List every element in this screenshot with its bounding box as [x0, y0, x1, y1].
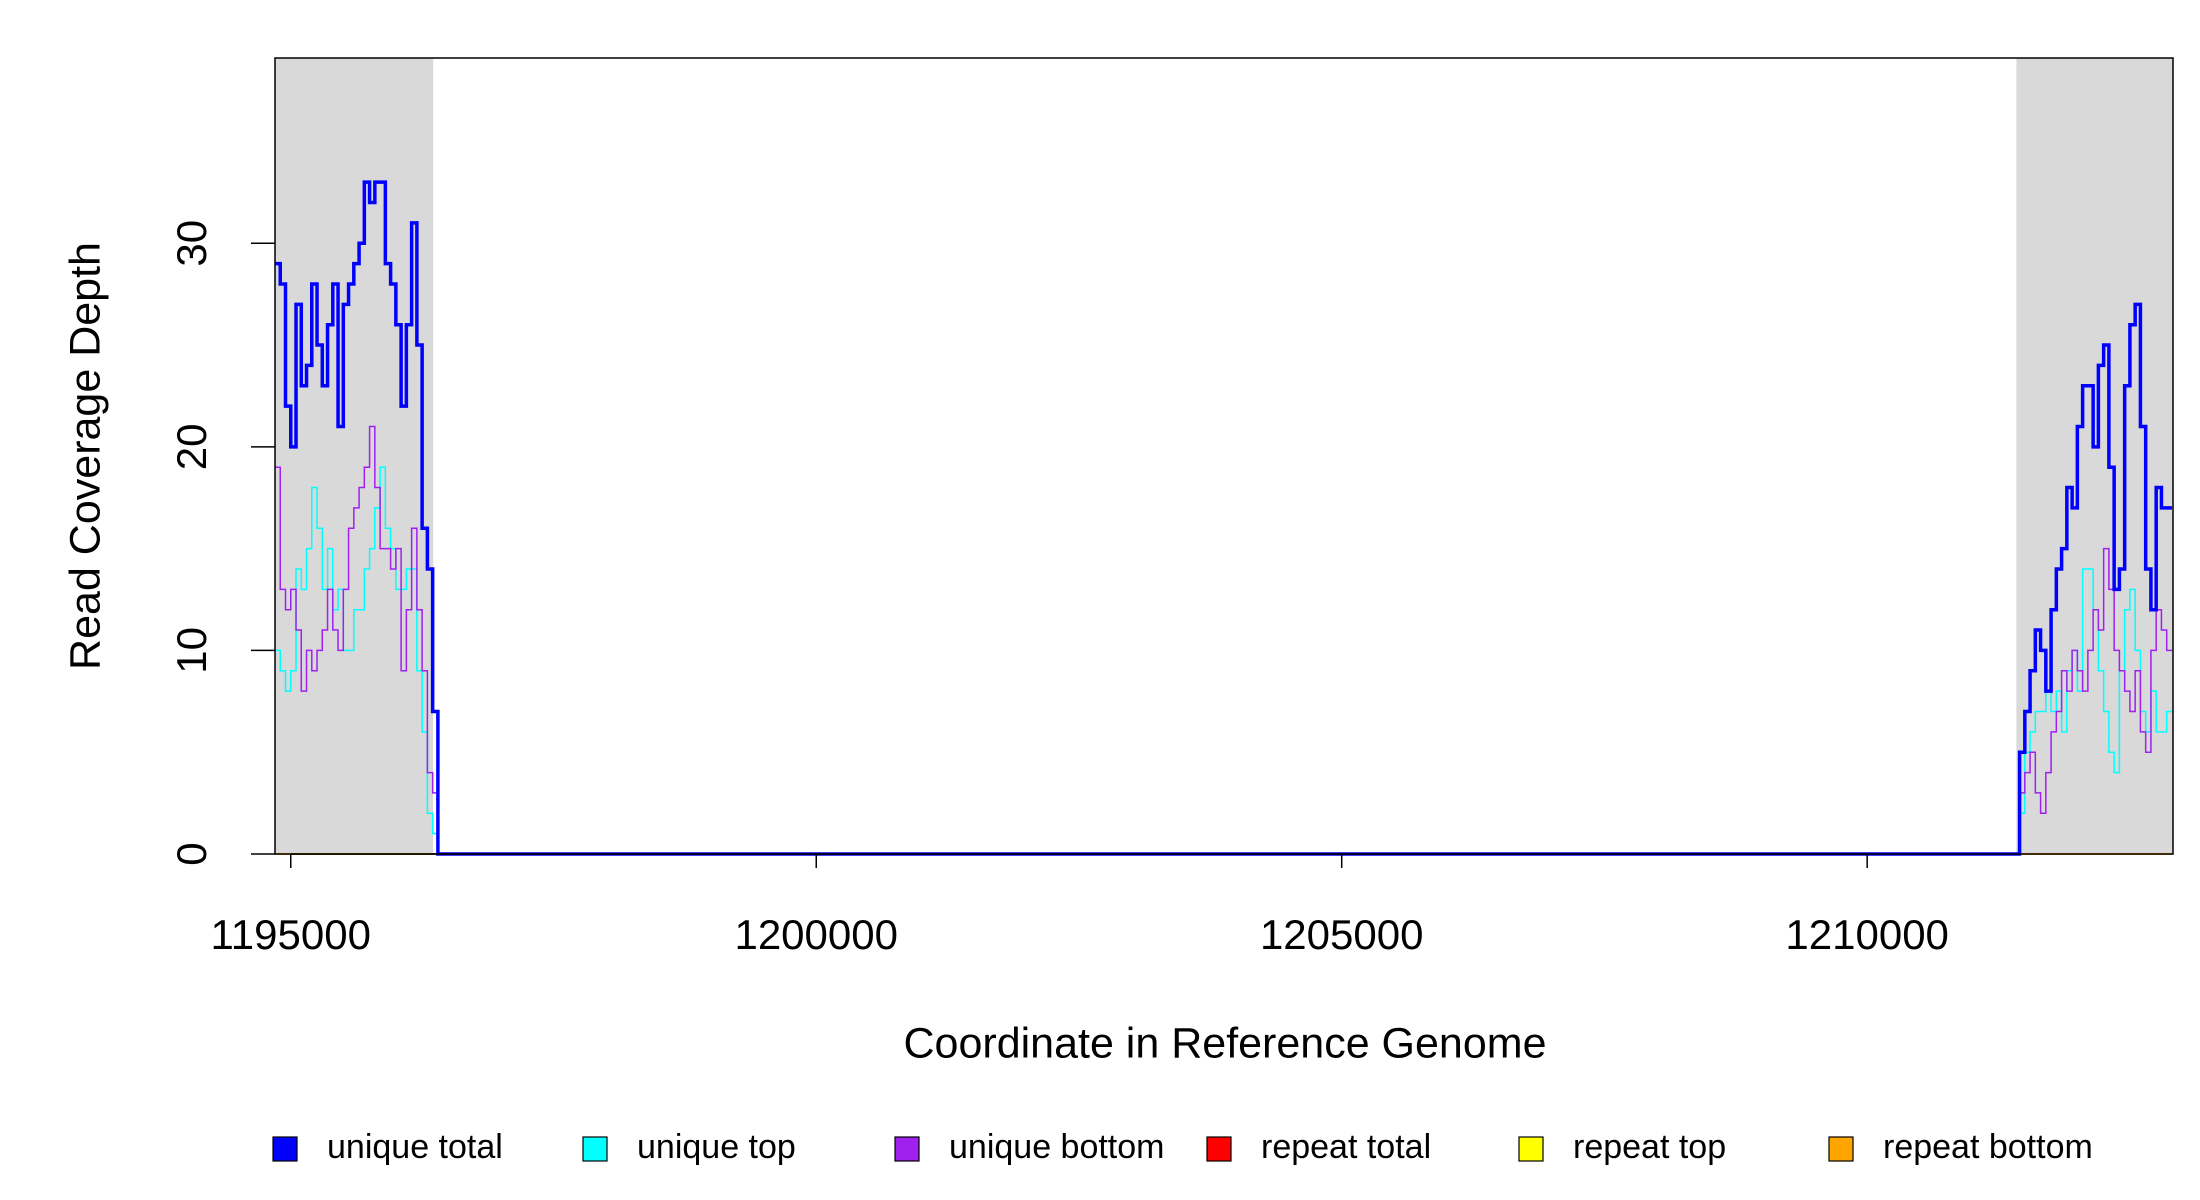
x-tick-label: 1205000 — [1260, 911, 1424, 958]
y-tick-label: 20 — [168, 423, 215, 470]
x-tick-label: 1195000 — [211, 911, 371, 958]
y-tick-label: 0 — [168, 842, 215, 865]
legend-swatch — [1828, 1136, 1854, 1162]
legend-label: repeat bottom — [1883, 1128, 2093, 1166]
y-tick-label: 30 — [168, 220, 215, 267]
legend-label: unique bottom — [949, 1128, 1165, 1166]
x-tick-label: 1200000 — [734, 911, 898, 958]
series-line — [275, 180, 2172, 856]
y-axis-label: Read Coverage Depth — [61, 242, 109, 670]
legend-swatch — [1206, 1136, 1232, 1162]
series-line — [275, 425, 2172, 855]
legend-label: unique top — [637, 1128, 796, 1166]
x-axis-label: Coordinate in Reference Genome — [904, 1019, 1547, 1067]
legend-label: unique total — [327, 1128, 503, 1166]
legend-label: repeat top — [1573, 1128, 1726, 1166]
legend-swatch — [1518, 1136, 1544, 1162]
legend-swatch — [272, 1136, 298, 1162]
series-line — [275, 466, 2172, 855]
x-tick-label: 1210000 — [1785, 911, 1949, 958]
legend-swatch — [582, 1136, 608, 1162]
plot-frame — [274, 57, 2174, 855]
highlight-region — [2016, 58, 2173, 854]
highlight-region — [275, 58, 434, 854]
y-tick-label: 10 — [168, 627, 215, 674]
legend-label: repeat total — [1261, 1128, 1431, 1166]
legend-swatch — [894, 1136, 920, 1162]
